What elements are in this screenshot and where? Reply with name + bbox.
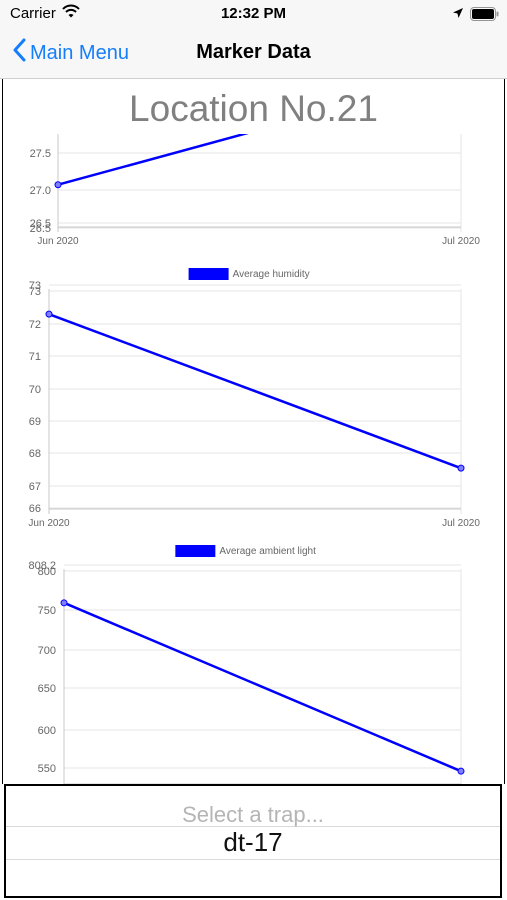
chevron-left-icon (12, 38, 26, 68)
picker-placeholder-option[interactable]: Select a trap... (182, 802, 324, 827)
y-tick-label: 70 (29, 384, 41, 396)
data-point (54, 181, 62, 189)
legend-swatch (188, 268, 229, 280)
back-button-label: Main Menu (30, 41, 129, 64)
x-tick-label: Jul 2020 (442, 236, 480, 247)
y-tick-label: 808.2 (28, 560, 56, 572)
series-line (63, 601, 462, 773)
ambient-light-chart: Average ambient light 550 600 650 700 750 8008… (28, 545, 465, 784)
data-point (457, 464, 465, 472)
data-point (60, 599, 68, 607)
content-border-left (2, 79, 3, 784)
y-tick-label: 800 (38, 566, 56, 578)
y-tick-label: 27.0 (30, 185, 51, 197)
y-tick-label: 26.5 (30, 218, 51, 230)
back-button[interactable]: Main Menu (12, 38, 129, 68)
legend-swatch (175, 545, 216, 557)
y-tick-label: 600 (38, 725, 56, 737)
series-line (57, 134, 249, 186)
y-tick-label: 71 (29, 351, 41, 363)
carrier-label: Carrier (10, 5, 56, 22)
y-tick-label: 650 (38, 683, 56, 695)
chart-legend: Average humidity (188, 268, 310, 280)
picker-divider-bottom (6, 859, 500, 860)
picker-divider-top (6, 826, 500, 827)
series-line (48, 312, 462, 470)
wifi-icon (62, 4, 80, 23)
y-tick-label: 68 (29, 448, 41, 460)
y-tick-label: 550 (38, 763, 56, 775)
battery-icon (470, 7, 500, 26)
y-tick-label: 73 (29, 286, 41, 298)
y-tick-label: 27.5 (30, 148, 51, 160)
y-tick-label: 69 (29, 416, 41, 428)
x-tick-label: Jun 2020 (28, 518, 70, 529)
location-arrow-icon (452, 6, 464, 24)
picker-selected-option[interactable]: dt-17 (223, 827, 283, 857)
status-bar: Carrier 12:32 PM (0, 0, 507, 28)
y-tick-label: 750 (38, 605, 56, 617)
y-tick-label: 73 (29, 280, 41, 292)
x-tick-label: Jun 2020 (37, 236, 79, 247)
data-point (45, 310, 53, 318)
content-border-right (504, 79, 505, 784)
legend-label: Average humidity (233, 269, 310, 280)
data-point (457, 767, 465, 775)
y-tick-label: 700 (38, 645, 56, 657)
y-tick-label: 67 (29, 481, 41, 493)
y-tick-label: 26.5 (30, 223, 51, 235)
legend-label: Average ambient light (219, 546, 316, 557)
navigation-bar: Main Menu Marker Data (0, 28, 507, 79)
y-tick-label: 66 (29, 503, 41, 515)
x-tick-label: Jul 2020 (442, 518, 480, 529)
temperature-chart: 26.526.5 27.0 27.5 Jun 2020 Jul 2020 (30, 134, 480, 247)
scroll-content[interactable]: Location No.21 26.5 26.5 27.0 27.5 Jun 2020 J… (0, 79, 507, 784)
chart-legend: Average ambient light (175, 545, 316, 557)
status-time: 12:32 PM (220, 5, 287, 22)
y-tick-label: 72 (29, 319, 41, 331)
trap-picker[interactable]: Select a trap... dt-17 (4, 784, 502, 898)
location-title: Location No.21 (129, 88, 378, 129)
